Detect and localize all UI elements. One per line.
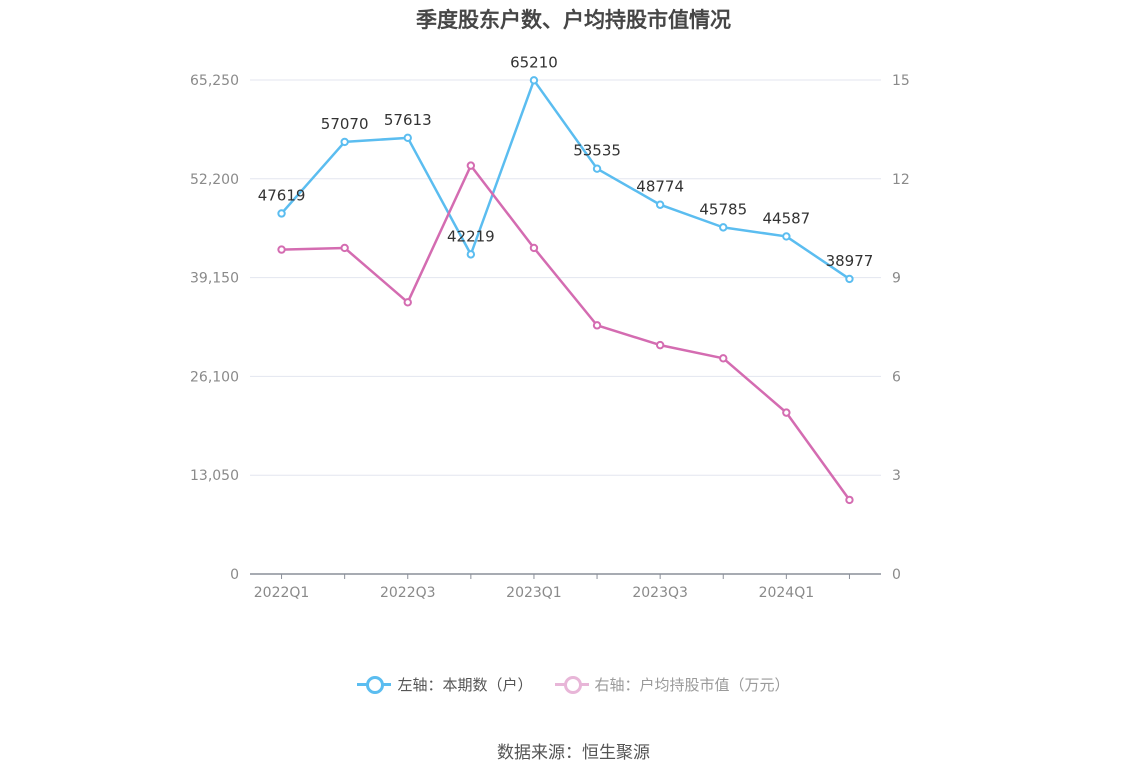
point-households	[340, 137, 349, 147]
point-households	[845, 274, 854, 284]
point-market-value	[403, 298, 412, 307]
x-tick-label: 2023Q1	[506, 585, 562, 601]
point-market-value	[719, 354, 728, 363]
left-tick-label: 52,200	[190, 172, 239, 188]
legend-label-households: 左轴：本期数（户）	[397, 675, 533, 694]
grid-lines	[250, 79, 881, 476]
x-axis-ticks: 2022Q1 2022Q3 2023Q1 2023Q3 2024Q1	[254, 585, 814, 601]
point-market-value	[529, 243, 539, 253]
x-tick-label: 2023Q3	[632, 585, 688, 601]
legend: 左轴：本期数（户） 右轴：户均持股市值（万元）	[0, 672, 1147, 696]
data-label: 38977	[826, 252, 874, 270]
right-tick-label: 6	[892, 369, 901, 385]
point-market-value	[466, 161, 476, 170]
data-label: 44587	[762, 209, 810, 227]
x-tick-label: 2024Q1	[759, 585, 815, 601]
data-label: 47619	[258, 186, 306, 204]
right-tick-label: 15	[892, 73, 910, 89]
point-market-value	[655, 340, 665, 350]
point-market-value	[277, 245, 286, 254]
data-label: 57613	[384, 111, 432, 129]
data-label: 42219	[447, 227, 495, 245]
data-label: 48774	[636, 178, 684, 196]
point-market-value	[845, 495, 854, 505]
right-tick-label: 12	[892, 172, 910, 188]
left-tick-label: 39,150	[190, 271, 239, 287]
data-source: 数据来源：恒生聚源	[497, 743, 650, 763]
point-households	[719, 223, 728, 232]
data-label: 45785	[699, 200, 747, 218]
series-lines	[277, 76, 854, 505]
x-tick-label: 2022Q1	[254, 585, 310, 601]
x-tick-label: 2022Q3	[380, 585, 436, 601]
axes	[250, 573, 881, 579]
point-households	[277, 209, 286, 218]
legend-swatch-market-value	[554, 672, 589, 696]
point-market-value	[340, 243, 349, 253]
data-label: 53535	[573, 142, 621, 160]
series-line-households	[280, 79, 851, 280]
left-tick-label: 65,250	[190, 73, 239, 89]
point-market-value	[592, 321, 602, 330]
point-households	[592, 164, 602, 173]
point-households	[655, 200, 665, 209]
series-line-market-value	[281, 164, 851, 501]
left-tick-label: 13,050	[190, 468, 239, 484]
data-label: 57070	[321, 115, 369, 133]
point-households	[403, 133, 412, 143]
point-market-value	[782, 408, 791, 417]
left-tick-label: 26,100	[190, 369, 239, 385]
right-tick-label: 9	[892, 271, 901, 287]
legend-label-market-value: 右轴：户均持股市值（万元）	[594, 675, 790, 694]
data-labels: 47619 57070 57613 42219 65210 53535 48774 45785…	[258, 53, 874, 270]
right-tick-label: 0	[892, 567, 901, 583]
legend-swatch-households	[357, 672, 392, 696]
right-axis-ticks: 0 3 6 9 12 15	[892, 73, 910, 583]
legend-item-market-value[interactable]: 右轴：户均持股市值（万元）	[554, 672, 790, 696]
legend-item-households[interactable]: 左轴：本期数（户）	[357, 672, 533, 696]
left-axis-ticks: 0 13,050 26,100 39,150 52,200 65,250	[190, 73, 239, 583]
chart-title: 季度股东户数、户均持股市值情况	[416, 8, 731, 32]
left-tick-label: 0	[230, 567, 239, 583]
point-households	[529, 76, 539, 85]
point-households	[782, 232, 791, 241]
data-label: 65210	[510, 53, 558, 71]
point-households	[466, 250, 476, 259]
right-tick-label: 3	[892, 468, 901, 484]
